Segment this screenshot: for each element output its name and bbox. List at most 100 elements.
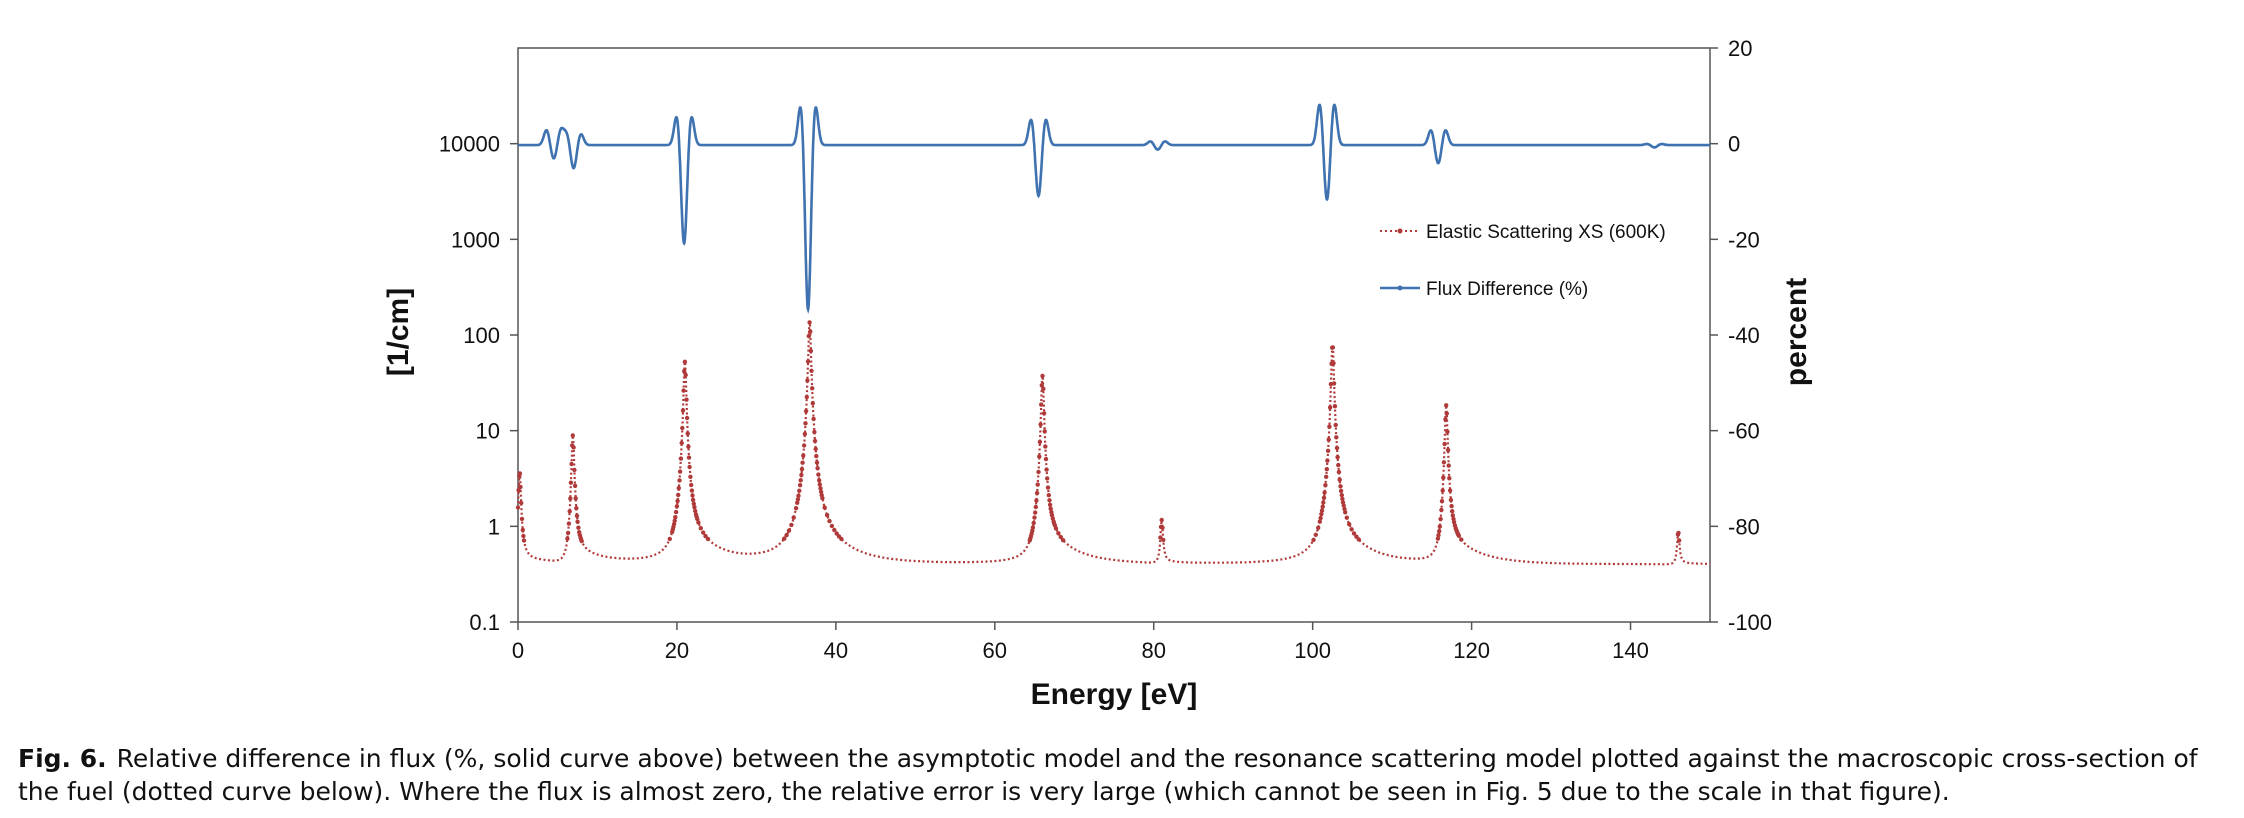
legend: Elastic Scattering XS (600K) Flux Differ… <box>1380 222 1666 300</box>
x-tick-label: 0 <box>512 638 524 663</box>
elastic-scattering-point <box>565 530 571 536</box>
elastic-scattering-point <box>1032 515 1037 520</box>
elastic-scattering-point <box>568 496 573 501</box>
y-right-tick-label: 20 <box>1728 36 1752 61</box>
elastic-scattering-point <box>689 482 694 488</box>
elastic-scattering-point <box>673 515 678 520</box>
y-right-tick-label: 0 <box>1728 132 1740 157</box>
elastic-scattering-point <box>520 527 525 533</box>
series-elastic-scattering <box>515 320 1711 566</box>
elastic-scattering-point <box>811 416 816 422</box>
elastic-scattering-point <box>698 526 703 531</box>
elastic-scattering-point <box>1316 525 1321 530</box>
elastic-scattering-point <box>1343 510 1348 515</box>
elastic-scattering-point <box>1341 503 1346 508</box>
elastic-scattering-point <box>1335 454 1340 460</box>
elastic-scattering-point <box>1344 515 1350 520</box>
x-tick-label: 140 <box>1612 638 1649 663</box>
elastic-scattering-point <box>686 444 691 449</box>
elastic-scattering-point <box>1356 537 1362 542</box>
elastic-scattering-point <box>815 466 820 471</box>
legend-item-elastic-scattering: Elastic Scattering XS (600K) <box>1380 222 1666 243</box>
elastic-scattering-point <box>667 536 672 542</box>
elastic-scattering-point <box>809 368 814 373</box>
elastic-scattering-point <box>693 508 698 514</box>
plot-area <box>517 47 1711 623</box>
elastic-scattering-point <box>814 460 820 465</box>
elastic-scattering-point <box>801 443 807 448</box>
elastic-scattering-point <box>1042 429 1047 434</box>
elastic-scattering-point <box>791 515 796 520</box>
x-tick-label: 120 <box>1453 638 1490 663</box>
y-left-tick-label: 10000 <box>439 132 500 157</box>
elastic-scattering-point <box>1439 507 1444 513</box>
elastic-scattering-point <box>827 518 832 524</box>
elastic-scattering-point <box>572 467 577 473</box>
elastic-scattering-point <box>1045 485 1051 490</box>
x-tick-label: 40 <box>824 638 848 663</box>
x-tick-label: 80 <box>1141 638 1165 663</box>
elastic-scattering-point <box>795 500 800 505</box>
elastic-scattering-point <box>1320 504 1325 509</box>
elastic-scattering-point <box>1311 537 1316 543</box>
elastic-scattering-point <box>519 500 524 506</box>
elastic-scattering-point <box>795 497 801 502</box>
elastic-scattering-point <box>1319 511 1324 517</box>
elastic-scattering-point <box>1033 504 1039 510</box>
elastic-scattering-point <box>1331 381 1337 386</box>
elastic-scattering-point <box>675 498 680 504</box>
elastic-scattering-point <box>1043 456 1049 462</box>
elastic-scattering-point <box>796 493 801 498</box>
elastic-scattering-point <box>1325 458 1330 463</box>
elastic-scattering-point <box>1450 509 1455 514</box>
elastic-scattering-point <box>676 485 681 491</box>
y-right-tick-label: -60 <box>1728 419 1760 444</box>
y-left-tick-label: 0.1 <box>469 610 500 635</box>
elastic-scattering-point <box>1338 484 1343 489</box>
elastic-scattering-point <box>1040 373 1045 379</box>
elastic-scattering-point <box>1039 383 1045 388</box>
elastic-scattering-point <box>687 464 692 470</box>
elastic-scattering-point <box>1445 447 1451 453</box>
elastic-scattering-point <box>1439 499 1445 504</box>
elastic-scattering-point <box>1321 495 1327 500</box>
elastic-scattering-point <box>816 472 821 477</box>
elastic-scattering-point <box>1336 469 1342 475</box>
elastic-scattering-point <box>1451 519 1457 525</box>
elastic-scattering-point <box>1447 476 1452 481</box>
elastic-scattering-point <box>807 320 812 325</box>
elastic-scattering-point <box>1033 510 1038 515</box>
elastic-scattering-point <box>1436 533 1441 538</box>
elastic-scattering-point <box>1322 490 1327 495</box>
elastic-scattering-point <box>1677 538 1682 543</box>
elastic-scattering-point <box>1319 508 1325 513</box>
series-flux-difference <box>518 103 1710 315</box>
elastic-scattering-point <box>1047 502 1053 507</box>
elastic-scattering-point <box>1037 454 1042 459</box>
legend-label-elastic-scattering: Elastic Scattering XS (600K) <box>1426 222 1666 243</box>
elastic-scattering-point <box>673 509 679 515</box>
elastic-scattering-point <box>1039 402 1044 407</box>
elastic-scattering-point <box>1058 534 1064 540</box>
elastic-scattering-point <box>685 431 690 436</box>
elastic-scattering-point <box>691 501 696 506</box>
elastic-scattering-point <box>1161 537 1166 543</box>
elastic-scattering-point <box>1330 345 1336 350</box>
elastic-scattering-point <box>1445 429 1450 434</box>
elastic-scattering-point <box>686 455 692 460</box>
y-axis-right: 20 0 -20 -40 -60 -80 -100 <box>1710 36 1772 635</box>
elastic-scattering-point <box>832 527 837 533</box>
elastic-scattering-point <box>576 525 581 530</box>
elastic-scattering-point <box>1338 488 1344 494</box>
elastic-scattering-point <box>817 478 822 483</box>
elastic-scattering-point <box>1041 386 1046 391</box>
elastic-scattering-point <box>521 538 527 543</box>
elastic-scattering-point <box>820 495 825 501</box>
elastic-scattering-point <box>1334 435 1339 440</box>
elastic-scattering-point <box>1676 530 1681 536</box>
elastic-scattering-point <box>810 401 815 406</box>
elastic-scattering-point <box>808 348 814 354</box>
elastic-scattering-point <box>684 397 689 402</box>
elastic-scattering-point <box>1332 404 1338 409</box>
elastic-scattering-point <box>1333 422 1338 428</box>
